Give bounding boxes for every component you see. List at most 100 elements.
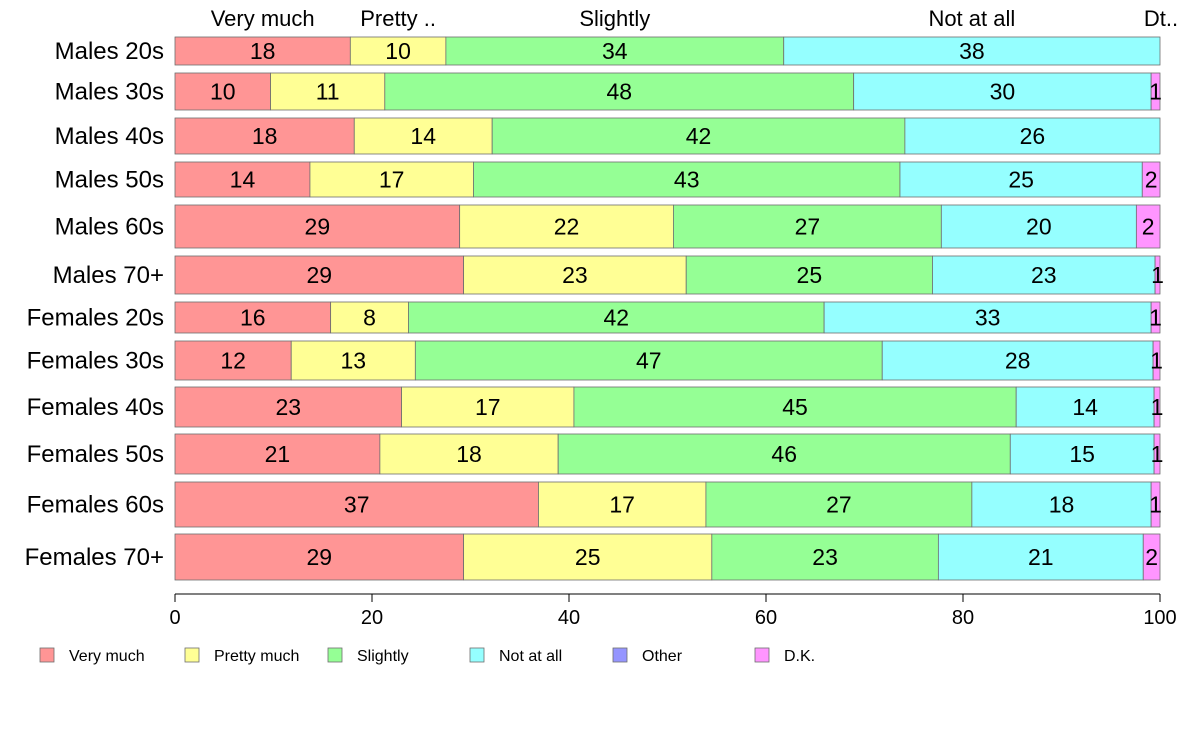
bar-segment [1142,533,1161,581]
data-label: 18 [252,123,278,149]
bar-segment [557,433,1011,475]
legend-swatch [612,647,628,663]
x-tick-label: 0 [169,607,180,629]
x-tick-label: 80 [952,607,974,629]
legend: Very much Pretty much Slightly Not at all Ot… [39,647,815,665]
bar-segment [414,340,883,381]
row-label: Males 40s [55,123,164,150]
row-label: Males 50s [55,167,164,194]
bar-segment [290,340,416,381]
top-category-labels: Very much Pretty .. Slightly Not at all Dt.. [211,6,1178,31]
row-label: Males 70+ [53,262,164,289]
bar-segment [174,433,381,475]
bar-segment [1153,386,1161,428]
bar-segment [1154,255,1161,295]
bar-segment [174,204,461,249]
data-label: 23 [812,544,838,570]
legend-swatch [469,647,485,663]
x-axis: 0 20 40 60 80 100 [169,593,1177,629]
bar-segment [384,72,855,111]
data-label: 15 [1069,441,1095,467]
data-label: 1 [1150,348,1163,374]
top-label: Dt.. [1144,6,1178,31]
data-label: 17 [379,167,405,193]
data-label: 1 [1149,305,1162,331]
legend-swatch [39,647,55,663]
data-label: 48 [606,79,632,105]
data-label: 29 [305,214,331,240]
data-label: 21 [1028,544,1054,570]
legend-swatch [327,647,343,663]
data-label: 18 [250,38,276,64]
bar-segment [685,255,933,295]
x-tick-label: 60 [755,607,777,629]
data-label: 16 [240,305,266,331]
data-label: 18 [456,441,482,467]
bar-segment [174,36,351,66]
bar-segment [408,301,825,334]
data-label: 26 [1020,123,1046,149]
bar-segment [1153,433,1161,475]
bar-segment [330,301,409,334]
data-label: 2 [1145,167,1158,193]
bar-segment [904,117,1161,155]
data-label: 29 [307,262,333,288]
bar-segment [1141,161,1161,198]
data-label: 14 [410,123,436,149]
data-label: 1 [1151,394,1164,420]
bar-segment [1015,386,1155,428]
bar-segment [1135,204,1161,249]
data-label: 42 [603,305,629,331]
data-label: 47 [636,348,662,374]
data-label: 33 [975,305,1001,331]
bar-segment [491,117,906,155]
x-tick-label: 20 [361,607,383,629]
data-label: 37 [344,492,370,518]
data-label: 45 [782,394,808,420]
bar-segment [174,533,465,581]
data-label: 28 [1005,348,1031,374]
data-label: 10 [210,79,236,105]
bar-segment [459,204,674,249]
legend-swatch [184,647,200,663]
data-label: 27 [826,492,852,518]
top-label: Very much [211,6,315,31]
x-tick-label: 40 [558,607,580,629]
bar-segment [1009,433,1155,475]
bar-segment [463,255,687,295]
bar-segment [309,161,474,198]
bar-segment [174,301,332,334]
data-label: 14 [1072,394,1098,420]
row-label: Males 60s [55,214,164,241]
bar-segment [174,161,311,198]
data-label: 46 [771,441,797,467]
bar-segment [445,36,785,66]
data-label: 13 [340,348,366,374]
data-label: 23 [275,394,301,420]
bar-segment [174,255,465,295]
bar-segment [937,533,1144,581]
bar-segment [783,36,1161,66]
bar-segment [881,340,1154,381]
data-label: 30 [990,79,1016,105]
data-label: 34 [602,38,628,64]
top-label: Slightly [579,6,650,31]
data-label: 11 [316,79,340,105]
bar-segment [538,481,707,528]
data-label: 25 [575,544,601,570]
row-labels-group: Males 20s Males 30s Males 40s Males 50s Male… [25,38,164,571]
top-label: Pretty .. [360,6,436,31]
bar-segment [823,301,1152,334]
bar-segment [174,340,292,381]
data-label: 25 [797,262,823,288]
data-label: 1 [1151,262,1164,288]
bar-segment [1152,340,1161,381]
bar-segment [1150,301,1161,334]
bar-segment [853,72,1152,111]
data-label: 20 [1026,214,1052,240]
bar-segment [174,386,402,428]
legend-label: Not at all [499,648,562,665]
data-label: 38 [959,38,985,64]
